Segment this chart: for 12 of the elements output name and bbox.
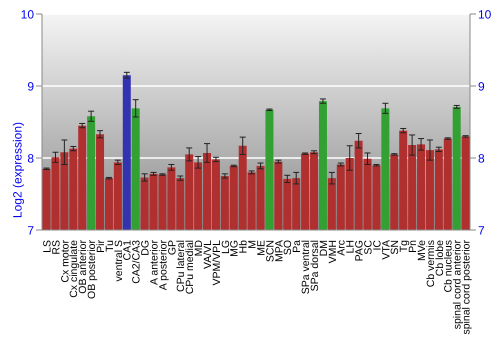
y2-tick-label: 9 <box>478 79 485 94</box>
y-tick-label: 7 <box>27 223 34 238</box>
y2-tick-label: 8 <box>478 151 485 166</box>
y-tick-label: 10 <box>20 7 34 22</box>
x-tick-label: MVe <box>416 240 428 262</box>
x-tick-label: Tg <box>398 240 410 252</box>
y2-tick-label: 10 <box>478 7 492 22</box>
y-axis-title: Log2 (expression) <box>10 122 24 218</box>
y-tick-label: 9 <box>27 79 34 94</box>
x-tick-label: spinal cord posterior <box>460 239 473 335</box>
y-tick-label: 8 <box>27 151 34 166</box>
y2-tick-label: 7 <box>478 223 485 238</box>
